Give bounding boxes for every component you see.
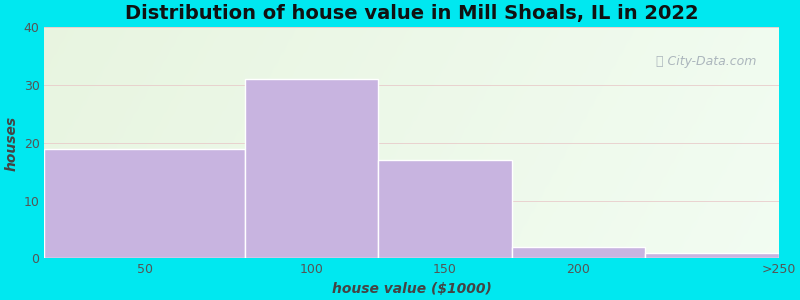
Y-axis label: houses: houses — [4, 116, 18, 170]
X-axis label: house value ($1000): house value ($1000) — [332, 282, 491, 296]
Text: ⓘ City-Data.com: ⓘ City-Data.com — [656, 55, 757, 68]
Bar — [378, 160, 512, 258]
Title: Distribution of house value in Mill Shoals, IL in 2022: Distribution of house value in Mill Shoa… — [125, 4, 698, 23]
Bar — [45, 149, 245, 258]
Bar — [645, 253, 778, 258]
Bar — [245, 80, 378, 258]
Bar — [512, 247, 645, 258]
